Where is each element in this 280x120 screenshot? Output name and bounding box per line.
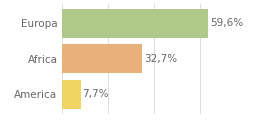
Bar: [62, 80, 81, 109]
Bar: [62, 9, 208, 38]
Bar: [62, 44, 142, 73]
Text: 7,7%: 7,7%: [83, 89, 109, 99]
Text: 59,6%: 59,6%: [211, 18, 244, 28]
Text: 32,7%: 32,7%: [144, 54, 177, 64]
